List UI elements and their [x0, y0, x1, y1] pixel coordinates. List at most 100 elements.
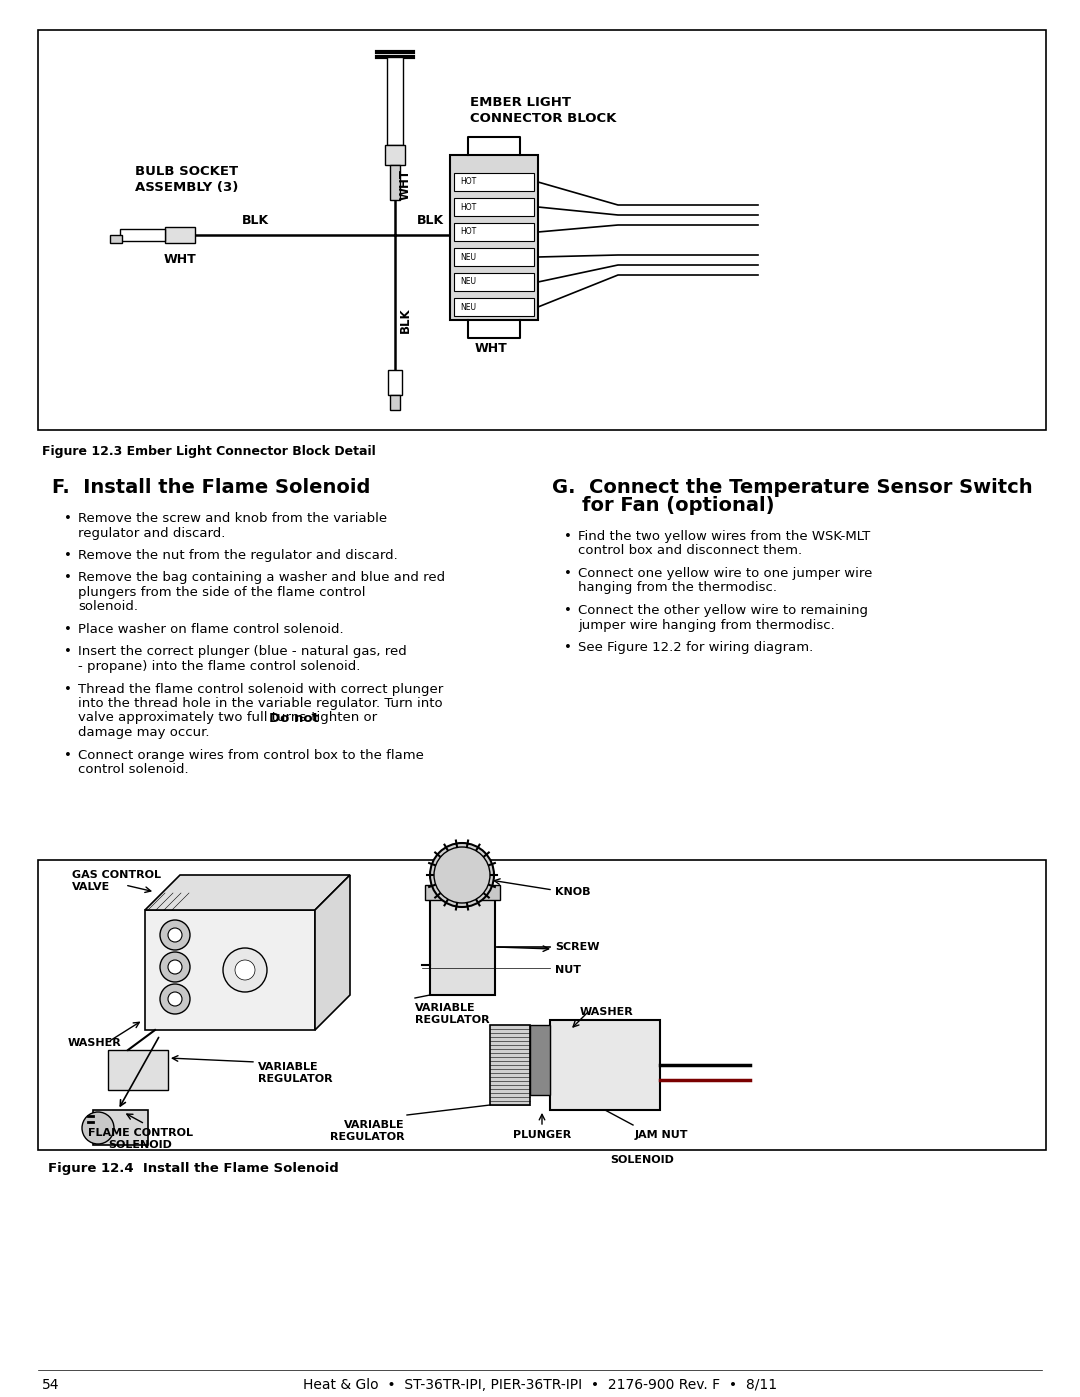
Circle shape [160, 921, 190, 950]
Text: into the thread hole in the variable regulator. Turn into: into the thread hole in the variable reg… [78, 697, 443, 710]
Circle shape [168, 960, 183, 974]
Circle shape [235, 960, 255, 981]
Text: •: • [64, 645, 72, 658]
Bar [454, 249, 534, 265]
Text: Do not: Do not [269, 711, 319, 725]
Bar [530, 1025, 550, 1095]
Text: NEU: NEU [460, 303, 476, 312]
Text: Thread the flame control solenoid with correct plunger: Thread the flame control solenoid with c… [78, 683, 443, 696]
Text: •: • [64, 571, 72, 584]
Text: FLAME CONTROL
SOLENOID: FLAME CONTROL SOLENOID [87, 1127, 192, 1150]
Text: F.  Install the Flame Solenoid: F. Install the Flame Solenoid [52, 478, 370, 497]
Text: •: • [564, 529, 572, 543]
Text: damage may occur.: damage may occur. [78, 726, 210, 739]
Text: Remove the nut from the regulator and discard.: Remove the nut from the regulator and di… [78, 549, 397, 562]
Text: WASHER: WASHER [68, 1038, 122, 1048]
Circle shape [168, 992, 183, 1006]
Text: valve approximately two full turns.: valve approximately two full turns. [78, 711, 314, 725]
Bar [108, 1051, 168, 1090]
Bar [550, 1020, 660, 1111]
Bar [454, 224, 534, 242]
Text: Connect the other yellow wire to remaining: Connect the other yellow wire to remaini… [578, 604, 868, 617]
Text: WHT: WHT [164, 253, 197, 265]
Text: •: • [64, 623, 72, 636]
Text: 54: 54 [42, 1377, 59, 1391]
Text: NEU: NEU [460, 253, 476, 261]
Text: SOLENOID: SOLENOID [610, 1155, 674, 1165]
Text: G.  Connect the Temperature Sensor Switch: G. Connect the Temperature Sensor Switch [552, 478, 1032, 497]
Text: WHT: WHT [475, 342, 508, 355]
Bar [165, 226, 195, 243]
Text: NUT: NUT [555, 965, 581, 975]
Bar [93, 1111, 148, 1146]
Text: •: • [64, 511, 72, 525]
Bar [38, 29, 1047, 430]
Bar [450, 155, 538, 320]
Text: •: • [64, 683, 72, 696]
Text: Remove the bag containing a washer and blue and red: Remove the bag containing a washer and b… [78, 571, 445, 584]
Text: •: • [64, 549, 72, 562]
Text: VARIABLE
REGULATOR: VARIABLE REGULATOR [330, 1120, 405, 1143]
Circle shape [82, 1112, 114, 1144]
Text: Insert the correct plunger (blue - natural gas, red: Insert the correct plunger (blue - natur… [78, 645, 407, 658]
Circle shape [160, 951, 190, 982]
Text: KNOB: KNOB [555, 887, 591, 897]
Text: Connect orange wires from control box to the flame: Connect orange wires from control box to… [78, 749, 423, 761]
Text: EMBER LIGHT
CONNECTOR BLOCK: EMBER LIGHT CONNECTOR BLOCK [470, 96, 617, 124]
Text: control box and disconnect them.: control box and disconnect them. [578, 545, 802, 557]
Circle shape [160, 983, 190, 1014]
Text: regulator and discard.: regulator and discard. [78, 527, 226, 539]
Text: BLK: BLK [399, 307, 411, 332]
Text: HOT: HOT [460, 177, 476, 187]
Text: See Figure 12.2 for wiring diagram.: See Figure 12.2 for wiring diagram. [578, 641, 813, 654]
Bar [390, 395, 400, 409]
Text: JAM NUT: JAM NUT [635, 1130, 689, 1140]
Text: for Fan (optional): for Fan (optional) [582, 496, 774, 515]
Bar [454, 198, 534, 217]
Text: HOT: HOT [460, 203, 476, 211]
Text: GAS CONTROL
VALVE: GAS CONTROL VALVE [72, 870, 161, 893]
Text: BULB SOCKET
ASSEMBLY (3): BULB SOCKET ASSEMBLY (3) [135, 165, 239, 194]
Text: VARIABLE
REGULATOR: VARIABLE REGULATOR [258, 1062, 333, 1084]
Text: NEU: NEU [460, 278, 476, 286]
Text: PLUNGER: PLUNGER [513, 1130, 571, 1140]
Circle shape [222, 949, 267, 992]
Text: Place washer on flame control solenoid.: Place washer on flame control solenoid. [78, 623, 343, 636]
Bar [120, 229, 165, 242]
Bar [387, 57, 403, 145]
Text: Connect one yellow wire to one jumper wire: Connect one yellow wire to one jumper wi… [578, 567, 873, 580]
Text: BLK: BLK [417, 214, 444, 226]
Text: tighten or: tighten or [307, 711, 377, 725]
Text: BLK: BLK [242, 214, 269, 226]
Text: Heat & Glo  •  ST-36TR-IPI, PIER-36TR-IPI  •  2176-900 Rev. F  •  8/11: Heat & Glo • ST-36TR-IPI, PIER-36TR-IPI … [302, 1377, 778, 1391]
Polygon shape [145, 875, 350, 909]
Text: Find the two yellow wires from the WSK-MLT: Find the two yellow wires from the WSK-M… [578, 529, 870, 543]
Text: hanging from the thermodisc.: hanging from the thermodisc. [578, 581, 777, 595]
Bar [426, 886, 500, 900]
Text: - propane) into the flame control solenoid.: - propane) into the flame control soleno… [78, 659, 361, 673]
Bar [430, 895, 495, 995]
Circle shape [168, 928, 183, 942]
Text: solenoid.: solenoid. [78, 601, 138, 613]
Text: Figure 12.4  Install the Flame Solenoid: Figure 12.4 Install the Flame Solenoid [48, 1162, 339, 1175]
Bar [145, 909, 315, 1030]
Text: •: • [564, 604, 572, 617]
Bar [388, 370, 402, 395]
Bar [454, 272, 534, 291]
Bar [454, 298, 534, 316]
Text: VARIABLE
REGULATOR: VARIABLE REGULATOR [415, 1003, 489, 1025]
Text: WASHER: WASHER [580, 1007, 634, 1017]
Text: plungers from the side of the flame control: plungers from the side of the flame cont… [78, 585, 365, 599]
Bar [454, 173, 534, 191]
Bar [490, 1025, 530, 1105]
Text: HOT: HOT [460, 228, 476, 236]
Text: •: • [564, 641, 572, 654]
Circle shape [434, 847, 490, 902]
Text: jumper wire hanging from thermodisc.: jumper wire hanging from thermodisc. [578, 619, 835, 631]
Text: control solenoid.: control solenoid. [78, 763, 189, 775]
Text: •: • [564, 567, 572, 580]
Text: SCREW: SCREW [555, 942, 599, 951]
Bar [390, 165, 400, 200]
Polygon shape [315, 875, 350, 1030]
Text: WHT: WHT [399, 169, 411, 201]
